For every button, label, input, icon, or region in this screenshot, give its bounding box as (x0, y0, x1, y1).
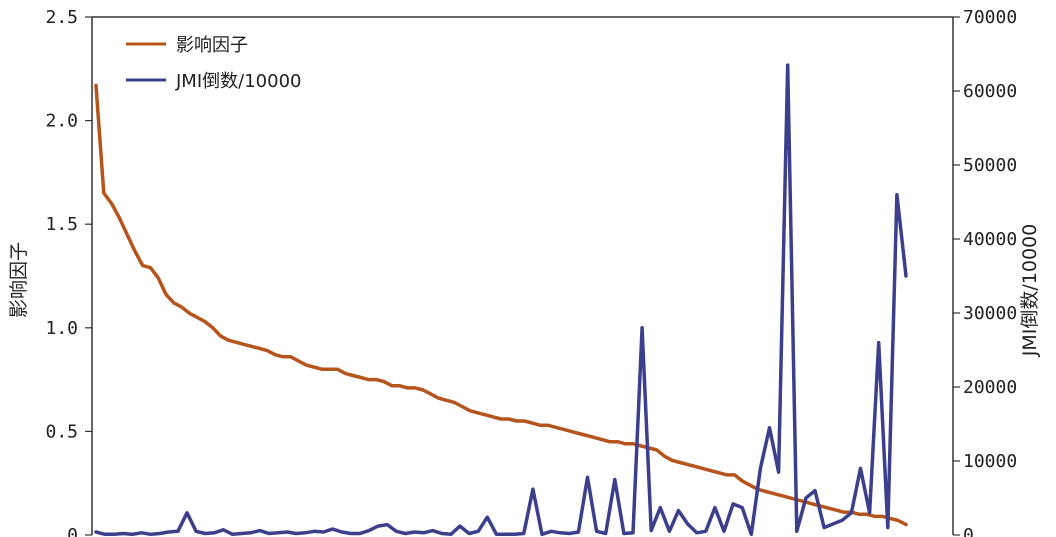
left-tick-label: 1.5 (45, 214, 78, 235)
left-tick-label: 1.0 (45, 318, 78, 339)
right-tick-label: 30000 (963, 303, 1017, 324)
legend-label-series1: 影响因子 (176, 35, 248, 56)
right-tick-label: 10000 (963, 451, 1017, 472)
right-tick-label: 70000 (963, 7, 1017, 28)
axes-frame (85, 16, 960, 536)
series-line-2 (94, 63, 908, 537)
right-tick-label: 50000 (963, 155, 1017, 176)
right-tick-label: 60000 (963, 81, 1017, 102)
left-tick-label: 0.5 (45, 421, 78, 442)
right-tick-label: 40000 (963, 229, 1017, 250)
plot-area (94, 63, 908, 537)
left-tick-label: 2.5 (45, 7, 78, 28)
right-tick-label: 0 (963, 525, 974, 537)
legend: 影响因子 JMI倒数/10000 (126, 35, 301, 92)
tick-labels: 0 0.5 1.0 1.5 2.0 2.5 0 10000 20000 30000 40000 500… (45, 7, 1017, 537)
right-axis-title: JMI倒数/10000 (1019, 224, 1041, 357)
right-tick-label: 20000 (963, 377, 1017, 398)
left-tick-label: 0 (67, 525, 78, 537)
series-line-1 (94, 83, 908, 527)
legend-label-series2: JMI倒数/10000 (175, 71, 301, 92)
left-axis-title: 影响因子 (8, 242, 30, 318)
left-tick-label: 2.0 (45, 111, 78, 132)
